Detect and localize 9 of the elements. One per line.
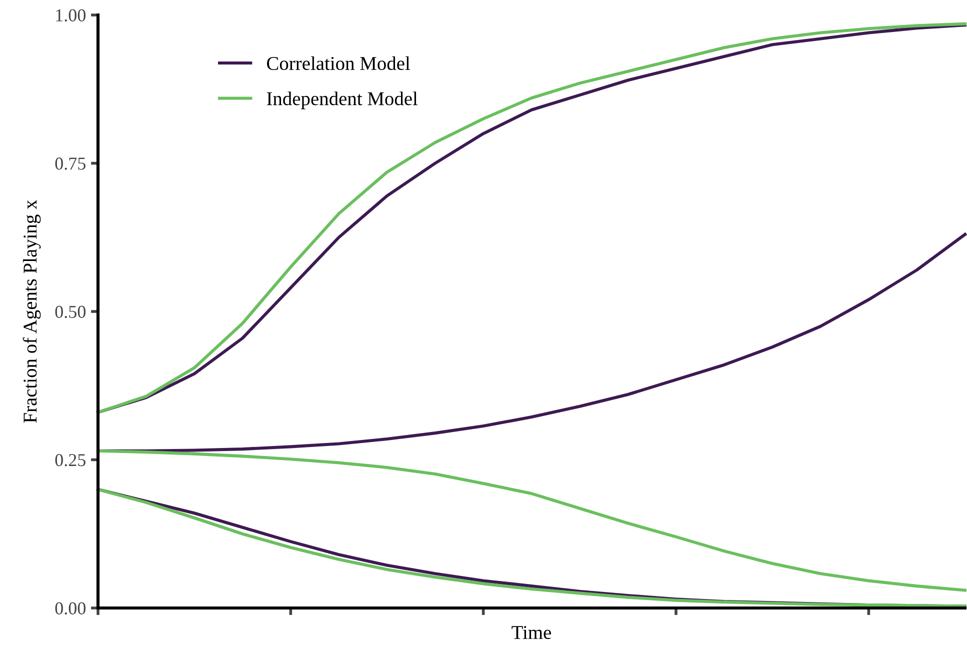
legend-label: Correlation Model xyxy=(267,56,410,70)
y-tick-label: 0.25 xyxy=(55,454,86,466)
y-tick-label: 0.75 xyxy=(55,158,86,170)
y-tick-label: 1.00 xyxy=(56,9,86,22)
legend-label: Independent Model xyxy=(266,92,418,110)
y-tick-label: 0.50 xyxy=(55,306,86,318)
y-axis-title: Fraction of Agents Playing x xyxy=(22,200,41,423)
x-axis-title: Time xyxy=(512,626,552,640)
y-tick-label: 0.00 xyxy=(55,602,86,615)
